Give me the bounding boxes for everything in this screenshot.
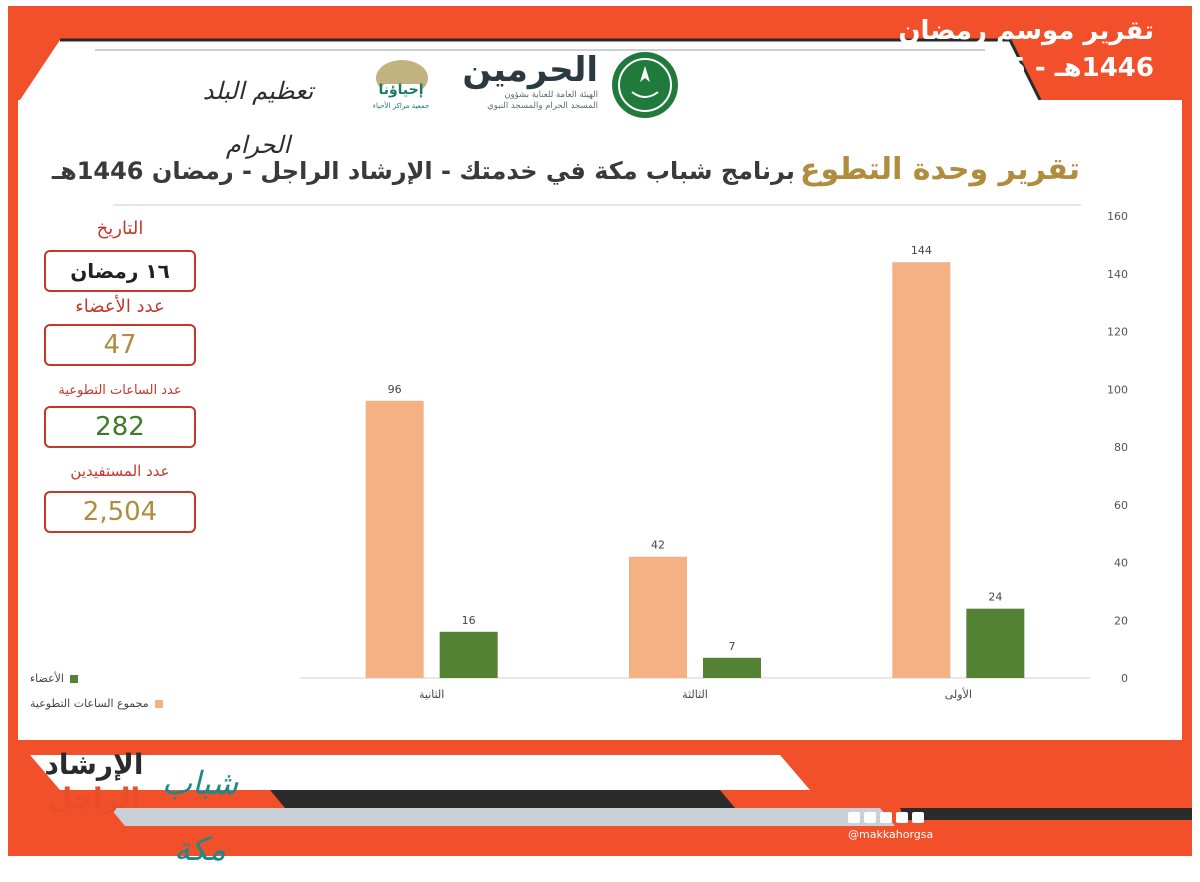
y-tick-label: 80 [1114,441,1128,454]
legend-hours: مجموع الساعات التطوعية [30,697,163,710]
y-tick-label: 40 [1114,557,1128,570]
data-label: 144 [911,244,932,257]
ehyauna-subtext: جمعية مراكز الأحياء [372,102,430,110]
y-tick-label: 20 [1114,614,1128,627]
bar-hours [892,262,951,678]
social-handle[interactable]: @makkahorgsa [848,828,934,841]
instagram-icon[interactable] [896,812,908,823]
season-line1: تقرير موسم رمضان [898,16,1154,46]
y-tick-label: 60 [1114,499,1128,512]
data-label: 24 [988,591,1002,604]
date-label: التاريخ [96,218,144,239]
social-icons [848,812,924,823]
bar-hours [365,400,424,678]
y-tick-label: 100 [1107,383,1128,396]
data-label: 16 [462,614,476,627]
youtube-icon[interactable] [864,812,876,823]
season-line2: 1446هـ - 2025مـ [928,53,1154,83]
y-tick-label: 140 [1107,268,1128,281]
header-decoration [20,38,1192,826]
x-tick-label: الثالثة [682,688,708,701]
snapchat-icon[interactable] [912,812,924,823]
x-tick-label: الثانية [419,688,444,701]
bar-members [966,608,1025,678]
ehyauna-logo: إحياؤنا جمعية مراكز الأحياء [362,56,440,122]
data-label: 96 [388,383,402,396]
bar-members [703,657,761,678]
report-title-highlight: تقرير وحدة التطوع [800,152,1080,187]
haramain-logo: الحرمين الهيئة العامة للعناية بشؤون المس… [458,50,598,125]
hours-label: عدد الساعات التطوعية [58,383,182,398]
report-title: تقرير وحدة التطوع برنامج شباب مكة في خدم… [52,152,1080,187]
members-value-box: 47 [44,324,196,366]
tazeem-logo: تعظيم البلد الحرام [202,77,314,159]
legend-members-label: الأعضاء [30,672,64,685]
emirate-emblem-icon [612,52,678,118]
y-tick-label: 160 [1107,210,1128,223]
hours-value: 282 [95,412,145,442]
report-title-rest: برنامج شباب مكة في خدمتك - الإرشاد الراج… [51,157,795,185]
date-value-box: ١٦ رمضان [44,250,196,292]
facebook-icon[interactable] [880,812,892,823]
bar-members [439,631,498,678]
haramain-sub1: الهيئة العامة للعناية بشؤون [504,90,598,100]
volunteer-bar-chart: 0 20 40 60 80 100 120 140 160 144 24 الأولى 42 7 الثال… [300,210,1128,701]
legend-hours-label: مجموع الساعات التطوعية [30,697,149,710]
legend-hours-swatch [154,699,163,708]
x-icon[interactable] [848,812,860,823]
data-label: 7 [729,640,736,653]
footer-brand-line1: الإرشاد [44,748,144,781]
legend-members: الأعضاء [30,672,78,685]
data-label: 42 [651,539,665,552]
ehyauna-mark-icon [376,60,428,100]
footer-brand-text: الإرشاد الراجل [44,748,144,816]
bar-hours [629,556,687,678]
season-heading: تقرير موسم رمضان 1446هـ - 2025مـ [898,14,1154,88]
beneficiaries-value: 2,504 [82,497,158,527]
title-divider [113,204,1081,206]
haramain-sub2: المسجد الحرام والمسجد النبوي [487,101,598,111]
footer-brand: الإرشاد الراجل شباب مكة [44,748,264,868]
hours-value-box: 282 [44,406,196,448]
haramain-title: الحرمين [462,50,598,90]
y-tick-label: 120 [1107,326,1128,339]
members-value: 47 [103,330,137,360]
footer-brand-line2: الراجل [47,782,141,815]
ehyauna-text: إحياؤنا [378,82,424,98]
shabab-makkah-logo: شباب مكة [161,764,239,868]
members-label: عدد الأعضاء [75,296,165,317]
legend-members-swatch [69,674,78,683]
x-tick-label: الأولى [945,687,972,701]
beneficiaries-value-box: 2,504 [44,491,196,533]
date-value: ١٦ رمضان [70,259,170,283]
beneficiaries-label: عدد المستفيدين [70,462,170,480]
y-tick-label: 0 [1121,672,1128,685]
